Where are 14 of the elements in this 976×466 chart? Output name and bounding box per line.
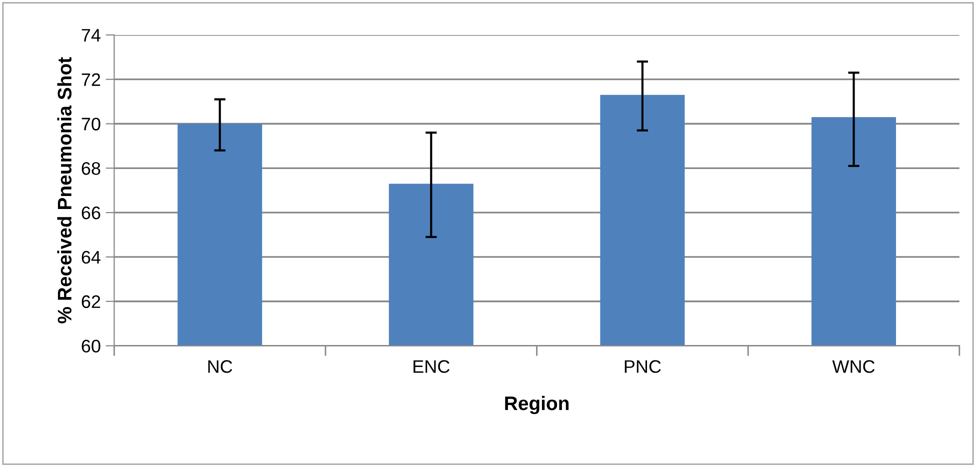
y-tick-label: 72 [82, 73, 100, 86]
x-tick-label: WNC [832, 360, 875, 373]
y-tick-label: 64 [82, 250, 100, 264]
x-axis-title: Region [505, 396, 569, 414]
y-tick-label: 68 [82, 162, 100, 175]
x-tick-label: PNC [624, 360, 661, 373]
y-axis-title: % Received Pneumonia Shot [57, 57, 72, 324]
x-tick-label: ENC [414, 360, 450, 373]
x-tick-label: NC [208, 360, 232, 373]
y-tick-label: 74 [82, 29, 100, 42]
y-tick-label: 60 [82, 340, 100, 352]
y-tick-label: 66 [82, 206, 100, 220]
y-tick-label: 62 [82, 295, 100, 308]
y-tick-label: 70 [82, 118, 100, 130]
